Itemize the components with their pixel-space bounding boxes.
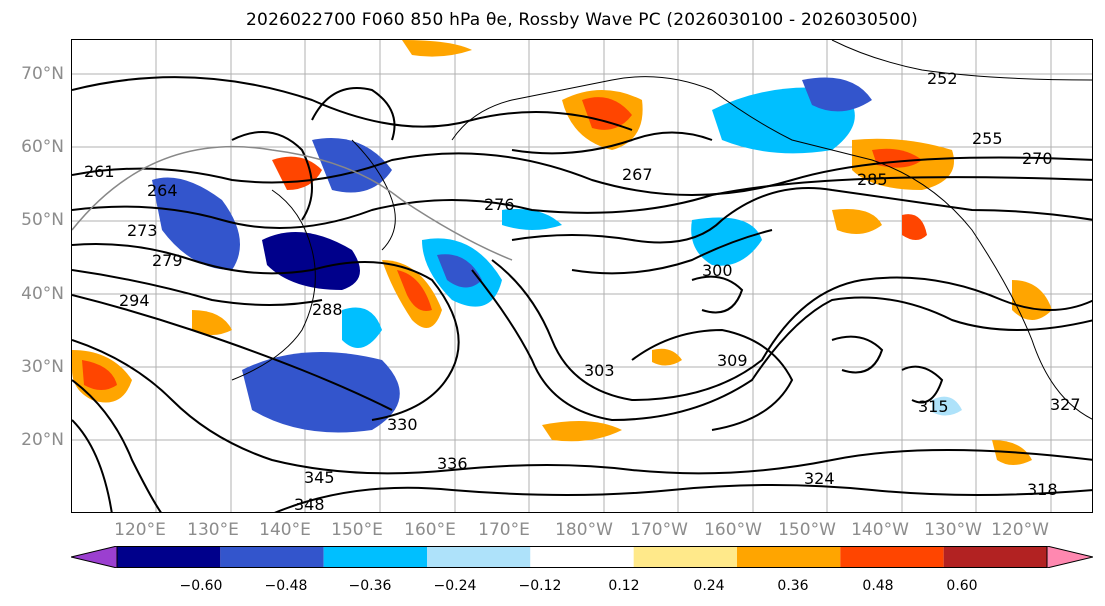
lon-label: 160°E — [404, 520, 456, 540]
contour-label: 285 — [857, 170, 888, 189]
colorbar-segment — [427, 546, 531, 568]
map-canvas: 261 264 273 279 294 288 276 267 270 252 … — [72, 40, 1092, 513]
negative-anomaly-shading — [152, 77, 962, 433]
colorbar-segment — [737, 546, 841, 568]
lat-label-70n: 70°N — [21, 64, 64, 84]
lat-label-60n: 60°N — [21, 137, 64, 157]
colorbar-extend-min — [71, 546, 118, 568]
contour-label: 336 — [437, 454, 468, 473]
colorbar-tick: −0.60 — [179, 578, 223, 594]
gray-reference-contour — [72, 145, 513, 261]
contour-label: 327 — [1050, 395, 1081, 414]
contour-label: 318 — [1027, 480, 1058, 499]
contour-label: 315 — [918, 397, 949, 416]
contour-label: 273 — [127, 221, 158, 240]
colorbar-tick: 0.48 — [862, 578, 894, 594]
contour-label: 279 — [152, 251, 183, 270]
contour-label: 276 — [484, 195, 515, 214]
contour-label: 267 — [622, 165, 653, 184]
colorbar-tick: 0.24 — [693, 578, 725, 594]
contour-label: 252 — [927, 69, 958, 88]
colorbar-segment — [117, 546, 221, 568]
contour-label: 270 — [1022, 149, 1053, 168]
contour-label: 345 — [304, 468, 335, 487]
lon-label: 180°W — [555, 520, 613, 540]
lon-label: 130°E — [187, 520, 239, 540]
colorbar-tick: −0.36 — [348, 578, 392, 594]
colorbar-tick: −0.48 — [264, 578, 308, 594]
lon-label: 170°E — [478, 520, 530, 540]
colorbar-tick: 0.36 — [777, 578, 809, 594]
colorbar-segment — [530, 546, 634, 568]
contour-label: 348 — [294, 495, 325, 513]
coastlines — [231, 40, 1092, 420]
contour-label: 300 — [702, 261, 733, 280]
colorbar-extend-max — [1046, 546, 1093, 568]
colorbar-tick: −0.24 — [433, 578, 477, 594]
colorbar-segment — [220, 546, 324, 568]
contour-label: 261 — [84, 162, 115, 181]
lat-label-40n: 40°N — [21, 284, 64, 304]
lon-label: 120°E — [114, 520, 166, 540]
lat-label-50n: 50°N — [21, 210, 64, 230]
lon-label: 120°W — [991, 520, 1049, 540]
contour-label: 255 — [972, 129, 1003, 148]
contour-label: 309 — [717, 351, 748, 370]
contour-label: 324 — [804, 469, 835, 488]
map-panel: 261 264 273 279 294 288 276 267 270 252 … — [71, 39, 1093, 513]
colorbar-tick: 0.60 — [946, 578, 978, 594]
lon-label: 150°W — [778, 520, 836, 540]
contour-label: 264 — [147, 181, 178, 200]
lon-label: 150°E — [331, 520, 383, 540]
lon-label: 130°W — [924, 520, 982, 540]
colorbar-segment — [323, 546, 427, 568]
colorbar-segment — [943, 546, 1047, 568]
positive-anomaly-shading — [72, 40, 1052, 465]
colorbar-tick: −0.12 — [518, 578, 562, 594]
colorbar-segment — [840, 546, 944, 568]
lon-label: 160°W — [704, 520, 762, 540]
lat-label-20n: 20°N — [21, 430, 64, 450]
lon-label: 140°E — [259, 520, 311, 540]
colorbar-frame — [116, 546, 1048, 568]
colorbar-segment — [633, 546, 737, 568]
lon-label: 140°W — [851, 520, 909, 540]
colorbar — [71, 546, 1093, 568]
lon-label: 170°W — [630, 520, 688, 540]
contour-label: 303 — [584, 361, 615, 380]
contour-label: 330 — [387, 415, 418, 434]
lat-label-30n: 30°N — [21, 357, 64, 377]
contour-label: 294 — [119, 291, 150, 310]
map-title: 2026022700 F060 850 hPa θe, Rossby Wave … — [246, 10, 918, 30]
theta-e-contours — [72, 76, 1092, 512]
colorbar-tick: 0.12 — [608, 578, 640, 594]
contour-label: 288 — [312, 300, 343, 319]
